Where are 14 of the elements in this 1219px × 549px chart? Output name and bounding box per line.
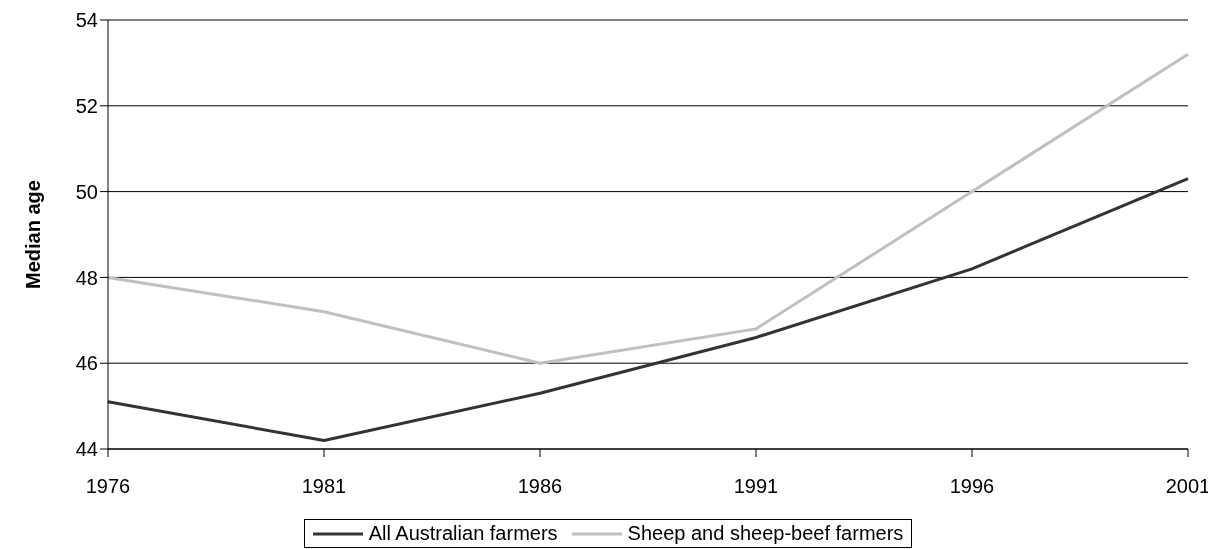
y-tick-label: 44 — [75, 438, 98, 461]
y-tick-label: 54 — [75, 9, 98, 32]
x-tick-label: 1976 — [85, 475, 131, 498]
y-tick-label: 50 — [75, 180, 98, 203]
x-tick-label: 1981 — [301, 475, 347, 498]
legend-label: All Australian farmers — [368, 522, 558, 545]
y-tick-label: 48 — [75, 266, 98, 289]
y-tick-label: 46 — [75, 352, 98, 375]
y-tick-label: 52 — [75, 94, 98, 117]
y-axis-title: Median age — [22, 180, 45, 289]
x-tick-label: 1986 — [517, 475, 563, 498]
legend-label: Sheep and sheep-beef farmers — [627, 522, 904, 545]
x-tick-label: 1996 — [949, 475, 995, 498]
x-tick-label: 1991 — [733, 475, 779, 498]
